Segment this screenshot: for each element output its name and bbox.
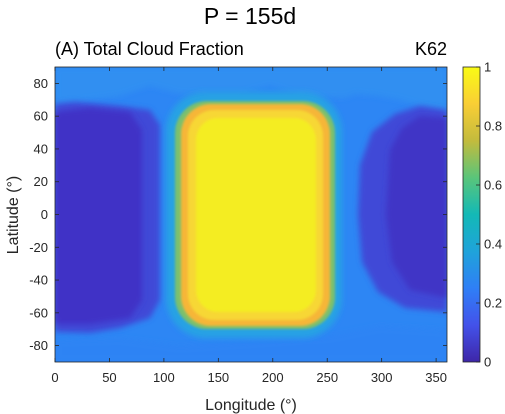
colorbar-ticks: 0 0.2 0.4 0.6 0.8 1 <box>476 60 502 370</box>
y-tick-label: 20 <box>34 174 48 189</box>
figure-title: P = 155d <box>204 3 296 29</box>
south-polar-cap <box>55 326 447 362</box>
y-axis-label: Latitude (°) <box>5 176 22 254</box>
y-tick-label: 60 <box>34 109 48 124</box>
cloud-deck-core <box>196 118 316 312</box>
x-tick-label: 150 <box>207 370 229 385</box>
colorbar-tick-label: 0 <box>484 355 491 370</box>
y-axis-ticks: -80 -60 -40 -20 0 20 40 60 80 <box>29 76 447 353</box>
panel-tag: K62 <box>415 39 447 59</box>
colorbar-tick-label: 0.8 <box>484 119 502 134</box>
colorbar-tick-label: 0.2 <box>484 296 502 311</box>
western-night-core <box>55 108 142 324</box>
x-tick-label: 50 <box>102 370 116 385</box>
x-tick-label: 250 <box>316 370 338 385</box>
y-tick-label: 0 <box>41 207 48 222</box>
y-tick-label: 80 <box>34 76 48 91</box>
colorbar-tick-label: 1 <box>484 60 491 75</box>
colorbar <box>462 66 481 363</box>
heatmap-field <box>55 67 447 362</box>
y-tick-label: 40 <box>34 141 48 156</box>
colorbar-tick-label: 0.4 <box>484 237 502 252</box>
panel-title: (A) Total Cloud Fraction <box>55 39 244 59</box>
x-axis-label: Longitude (°) <box>205 397 297 414</box>
y-tick-label: -60 <box>29 305 48 320</box>
x-tick-label: 0 <box>51 370 58 385</box>
x-tick-label: 350 <box>425 370 447 385</box>
x-axis-ticks: 0 50 100 150 200 250 300 350 <box>51 67 447 385</box>
x-tick-label: 100 <box>153 370 175 385</box>
y-tick-label: -20 <box>29 240 48 255</box>
x-tick-label: 200 <box>262 370 284 385</box>
y-tick-label: -40 <box>29 273 48 288</box>
eastern-night-core <box>386 116 447 298</box>
y-tick-label: -80 <box>29 338 48 353</box>
colorbar-tick-label: 0.6 <box>484 178 502 193</box>
north-polar-cap <box>55 67 447 112</box>
x-tick-label: 300 <box>371 370 393 385</box>
